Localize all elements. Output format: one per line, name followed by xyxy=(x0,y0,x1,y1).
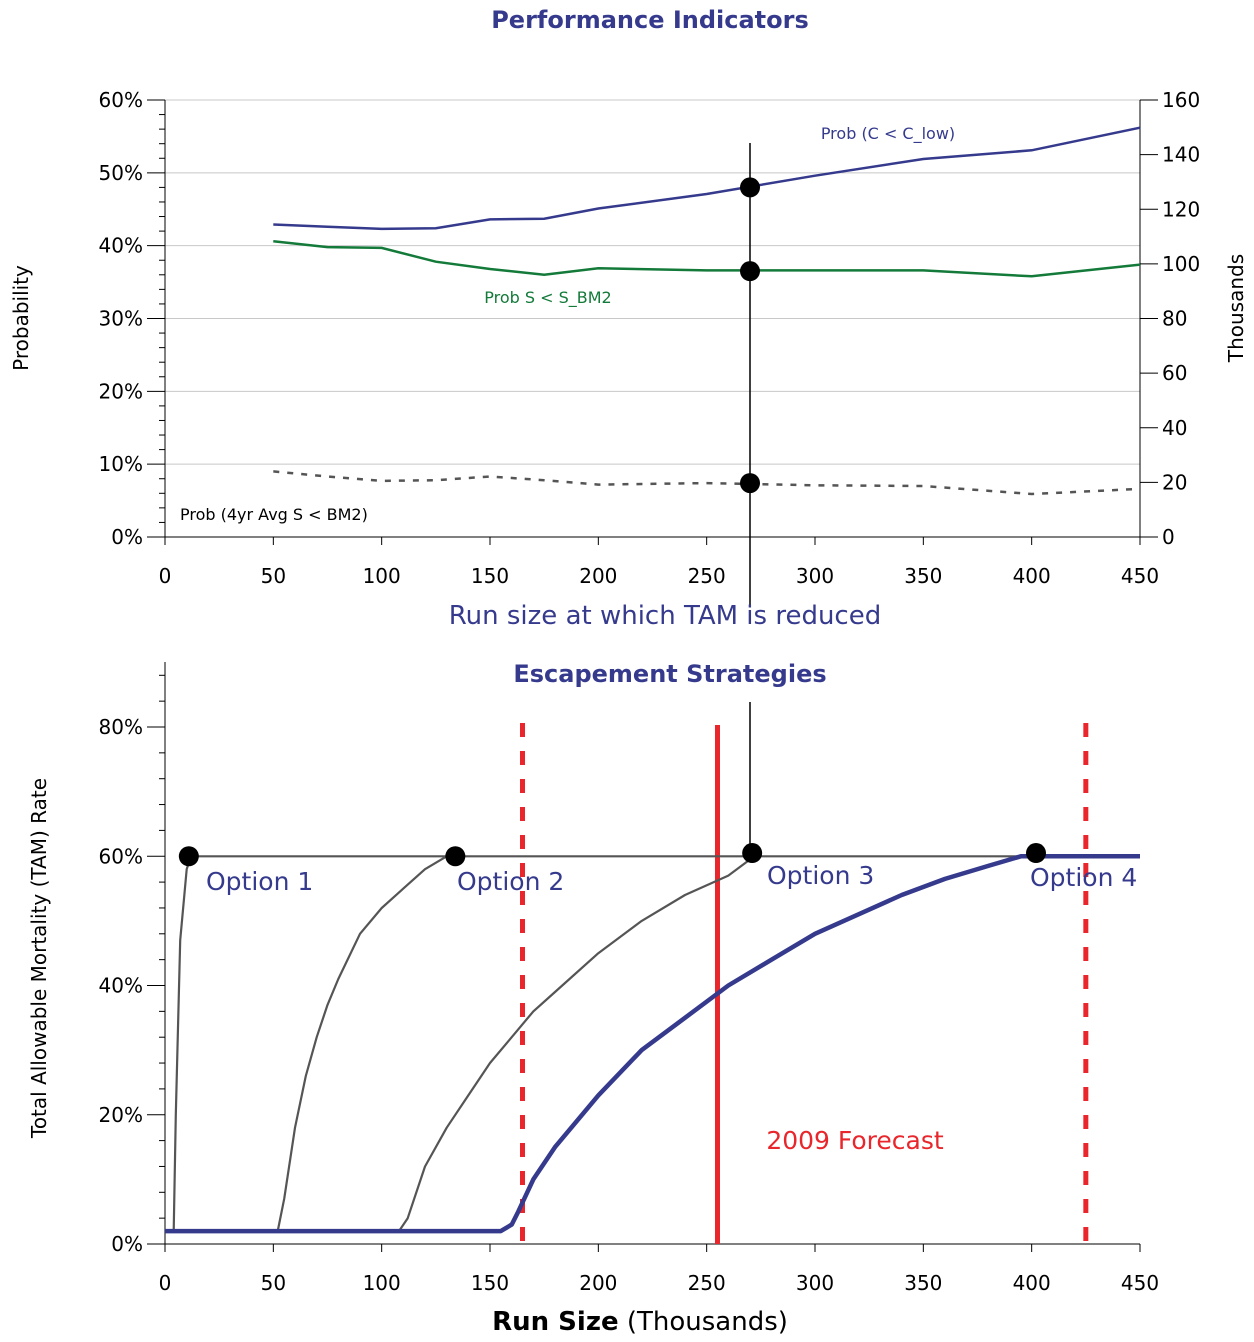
y-tick-label: 0% xyxy=(111,525,143,549)
x-tick-label: 350 xyxy=(904,1271,942,1295)
x-tick-label: 400 xyxy=(1013,564,1051,588)
x-tick-label: 450 xyxy=(1121,564,1159,588)
x-tick-label: 0 xyxy=(159,1271,172,1295)
x-tick-label: 150 xyxy=(471,564,509,588)
y2-tick-label: 80 xyxy=(1162,307,1187,331)
x-tick-label: 250 xyxy=(688,564,726,588)
y-axis-label-probability: Probability xyxy=(9,265,33,371)
x-tick-label: 100 xyxy=(363,564,401,588)
x-tick-label: 250 xyxy=(688,1271,726,1295)
option-curve-2 xyxy=(276,855,448,1232)
forecast-label: 2009 Forecast xyxy=(766,1126,944,1155)
y-tick-label: 40% xyxy=(99,234,143,258)
x-axis-label-run-size: Run size at which TAM is reduced xyxy=(449,601,881,631)
marker-point xyxy=(740,177,760,198)
series-line-1 xyxy=(273,126,1141,231)
y-tick-label: 60% xyxy=(99,88,143,112)
series-label-prob-4yr: Prob (4yr Avg S < BM2) xyxy=(180,505,368,524)
x-tick-label: 350 xyxy=(904,564,942,588)
y2-tick-label: 160 xyxy=(1162,88,1200,112)
option-4-label: Option 4 xyxy=(1030,863,1137,892)
y2-tick-label: 0 xyxy=(1162,525,1175,549)
x-tick-label: 400 xyxy=(1013,1271,1051,1295)
y-tick-label: 10% xyxy=(99,452,143,476)
option-1-marker xyxy=(178,846,199,867)
option-4-marker xyxy=(1026,843,1046,864)
x-tick-label: 300 xyxy=(796,564,834,588)
option-1-label: Option 1 xyxy=(206,867,313,896)
option-curve-3 xyxy=(398,855,755,1232)
y2-tick-label: 120 xyxy=(1162,197,1200,221)
series-label-prob-s: Prob S < S_BM2 xyxy=(484,288,611,308)
performance-chart: Performance Indicators 0% 10% 20% 30% 40% 50%… xyxy=(9,6,1248,631)
y2-tick-label: 40 xyxy=(1162,416,1187,440)
series-line-2 xyxy=(273,240,1141,278)
y-tick-label: 60% xyxy=(99,844,143,868)
y2-axis-label-thousands: Thousands xyxy=(1224,254,1248,363)
y2-tick-label: 100 xyxy=(1162,252,1200,276)
option-3-marker xyxy=(742,843,763,864)
x-tick-label: 50 xyxy=(261,564,286,588)
x-tick-label: 300 xyxy=(796,1271,834,1295)
y-tick-label: 80% xyxy=(99,715,143,739)
option-curve-4 xyxy=(165,854,1140,1234)
x-tick-label: 0 xyxy=(159,564,172,588)
x-axis-title-run-size: Run Size (Thousands) xyxy=(492,1307,788,1337)
series-line-3 xyxy=(273,470,1141,496)
escapement-chart: Escapement Strategies 0% 20% 40% 60% 80% 0 50 1… xyxy=(27,660,1159,1337)
x-tick-label: 450 xyxy=(1121,1271,1159,1295)
x-tick-label: 200 xyxy=(579,564,617,588)
x-tick-label: 50 xyxy=(261,1271,286,1295)
chart-title-performance: Performance Indicators xyxy=(491,6,809,34)
option-3-label: Option 3 xyxy=(767,861,874,890)
x-tick-label: 200 xyxy=(579,1271,617,1295)
chart-title-escapement: Escapement Strategies xyxy=(513,660,826,688)
option-2-label: Option 2 xyxy=(457,867,564,896)
y-tick-label: 50% xyxy=(99,161,143,185)
x-tick-label: 150 xyxy=(471,1271,509,1295)
y2-tick-label: 140 xyxy=(1162,143,1200,167)
option-2-marker xyxy=(445,846,466,867)
y-axis-label-tam-rate: Total Allowable Mortality (TAM) Rate xyxy=(27,778,51,1139)
y-tick-label: 20% xyxy=(99,1103,143,1127)
marker-point xyxy=(740,473,760,494)
y2-tick-label: 20 xyxy=(1162,470,1187,494)
series-label-prob-c: Prob (C < C_low) xyxy=(821,124,955,144)
x-tick-label: 100 xyxy=(363,1271,401,1295)
y2-tick-label: 60 xyxy=(1162,361,1187,385)
y-tick-label: 0% xyxy=(111,1232,143,1256)
y-tick-label: 20% xyxy=(99,379,143,403)
y-tick-label: 30% xyxy=(99,307,143,331)
y-tick-label: 40% xyxy=(99,974,143,998)
marker-point xyxy=(740,261,760,282)
